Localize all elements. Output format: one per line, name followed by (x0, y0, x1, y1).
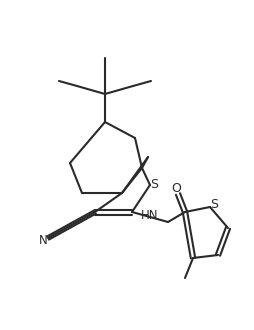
Text: S: S (149, 178, 157, 190)
Text: N: N (38, 234, 47, 247)
Text: S: S (209, 199, 217, 212)
Text: O: O (170, 182, 180, 194)
Text: HN: HN (141, 209, 158, 222)
